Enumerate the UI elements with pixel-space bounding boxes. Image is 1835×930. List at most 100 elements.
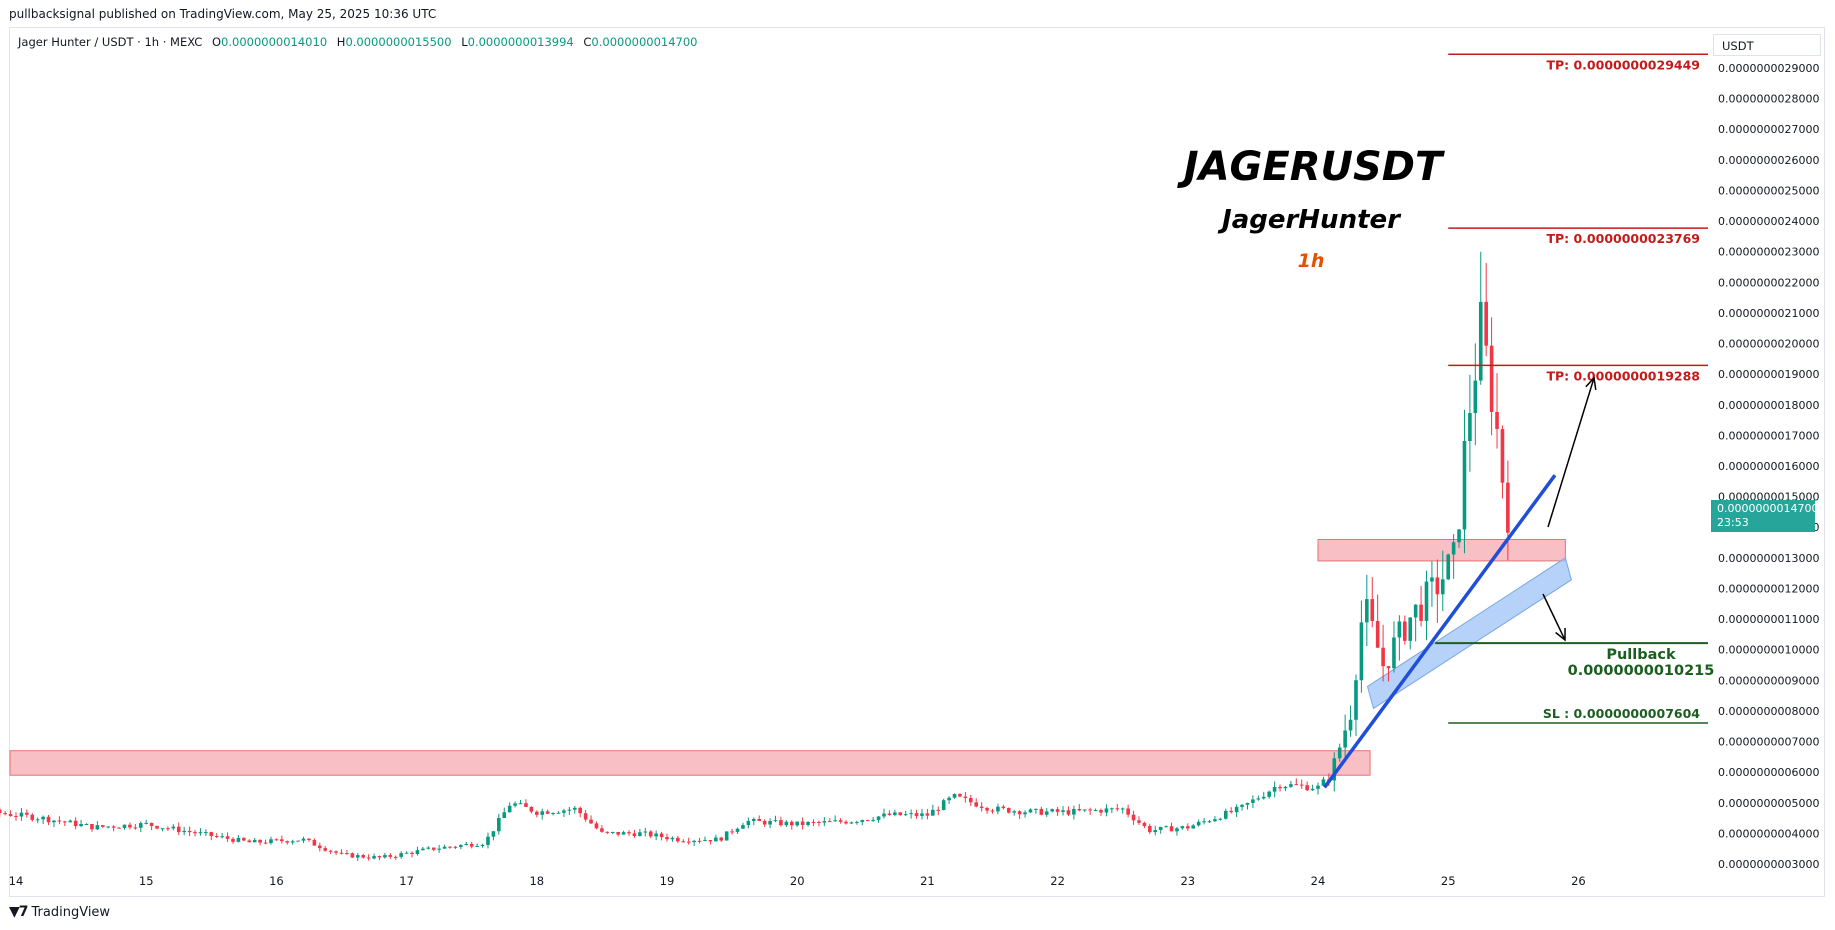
candle-body: [665, 837, 669, 840]
pullback-value: 0.0000000010215: [1568, 663, 1715, 679]
candle-body: [800, 821, 805, 825]
candle-body: [1023, 812, 1027, 815]
candle-body: [144, 822, 148, 824]
candle-body: [242, 837, 246, 841]
symbol-label[interactable]: Jager Hunter / USDT · 1h · MEXC: [18, 35, 203, 49]
candle-body: [393, 856, 398, 858]
trend-line: [1323, 474, 1557, 789]
ohlc-legend: Jager Hunter / USDT · 1h · MEXC O0.00000…: [18, 35, 698, 49]
candle-body: [562, 810, 566, 813]
x-tick-label: 18: [529, 874, 544, 888]
candle-body: [1397, 621, 1402, 638]
candle-body: [355, 855, 360, 858]
candle-body: [204, 832, 208, 834]
candle-body: [1088, 809, 1092, 811]
y-tick-label: 0.0000000025000: [1718, 184, 1819, 197]
candle-body: [638, 832, 642, 837]
candle-body: [681, 841, 686, 843]
candle-body: [524, 803, 528, 807]
candle-body: [589, 819, 593, 824]
candle-body: [692, 840, 696, 843]
candle-body: [909, 813, 913, 815]
candle-body: [686, 841, 691, 843]
candle-body: [404, 852, 409, 854]
candle-body: [1207, 821, 1212, 823]
close-label: C: [583, 35, 592, 49]
candle-body: [714, 837, 718, 842]
candle-body: [182, 830, 186, 833]
currency-unit-button[interactable]: USDT: [1713, 34, 1821, 56]
y-tick-label: 0.0000000003000: [1718, 858, 1819, 871]
candle-body: [236, 837, 241, 842]
y-tick-label: 0.0000000013000: [1718, 552, 1819, 565]
candle-body: [1413, 604, 1418, 618]
candle-body: [84, 823, 89, 825]
x-tick-label: 17: [399, 874, 414, 888]
candle-body: [1164, 826, 1168, 828]
candle-body: [1229, 810, 1233, 813]
candle-body: [659, 833, 664, 838]
candle-body: [497, 818, 501, 832]
candle-body: [545, 811, 550, 814]
candle-body: [1348, 719, 1353, 731]
y-tick-label: 0.0000000007000: [1718, 736, 1819, 749]
candle-body: [654, 833, 658, 837]
candle-body: [876, 816, 881, 820]
candle-body: [752, 818, 756, 821]
candle-body: [25, 812, 29, 815]
x-tick-label: 14: [9, 874, 24, 888]
candle-body: [1468, 413, 1472, 441]
candle-body: [122, 824, 127, 828]
candle-body: [849, 822, 854, 824]
candle-body: [746, 820, 751, 826]
candle-body: [263, 842, 268, 844]
candle-body: [290, 841, 295, 843]
candle-body: [1343, 730, 1347, 748]
candle-body: [963, 796, 968, 798]
candle-body: [1175, 828, 1179, 832]
y-tick-label: 0.0000000012000: [1718, 582, 1819, 595]
y-tick-label: 0.0000000018000: [1718, 399, 1819, 412]
upside-arrow: [1547, 377, 1595, 528]
candle-body: [52, 820, 56, 823]
candle-body: [871, 819, 875, 821]
candle-body: [14, 816, 18, 818]
candle-body: [1186, 826, 1190, 829]
footer-brand[interactable]: TradingView: [31, 904, 111, 920]
candle-body: [193, 832, 197, 834]
candle-body: [1093, 810, 1098, 812]
candle-body: [415, 850, 420, 854]
candle-body: [985, 807, 989, 811]
candle-body: [1223, 810, 1228, 819]
candle-body: [1451, 542, 1456, 555]
candle-body: [1365, 599, 1369, 623]
y-tick-label: 0.0000000016000: [1718, 460, 1819, 473]
candle-body: [138, 823, 143, 828]
pullback-label: Pullback: [1606, 647, 1676, 663]
candle-body: [567, 809, 572, 811]
candle-body: [811, 822, 816, 824]
candle-body: [979, 806, 984, 808]
candle-body: [1001, 806, 1006, 809]
candle-body: [1110, 808, 1114, 810]
candle-body: [838, 820, 843, 822]
candle-body: [323, 848, 328, 851]
candle-body: [1017, 811, 1022, 815]
candle-body: [741, 825, 745, 829]
high-value: 0.0000000015500: [345, 35, 452, 49]
y-tick-label: 0.0000000004000: [1718, 827, 1819, 840]
candle-body: [1408, 617, 1413, 641]
candle-body: [1283, 786, 1288, 789]
candle-body: [1039, 808, 1044, 815]
y-tick-label: 0.0000000020000: [1718, 338, 1819, 351]
tradingview-logo-icon[interactable]: ▼7: [9, 904, 28, 920]
candle-body: [969, 797, 973, 803]
x-tick-label: 20: [790, 874, 805, 888]
candle-body: [442, 846, 447, 849]
y-tick-label: 0.0000000005000: [1718, 797, 1819, 810]
y-tick-label: 0.0000000021000: [1718, 307, 1819, 320]
candle-body: [0, 809, 2, 814]
candle-body: [345, 853, 349, 855]
y-tick-label: 0.0000000011000: [1718, 613, 1819, 626]
